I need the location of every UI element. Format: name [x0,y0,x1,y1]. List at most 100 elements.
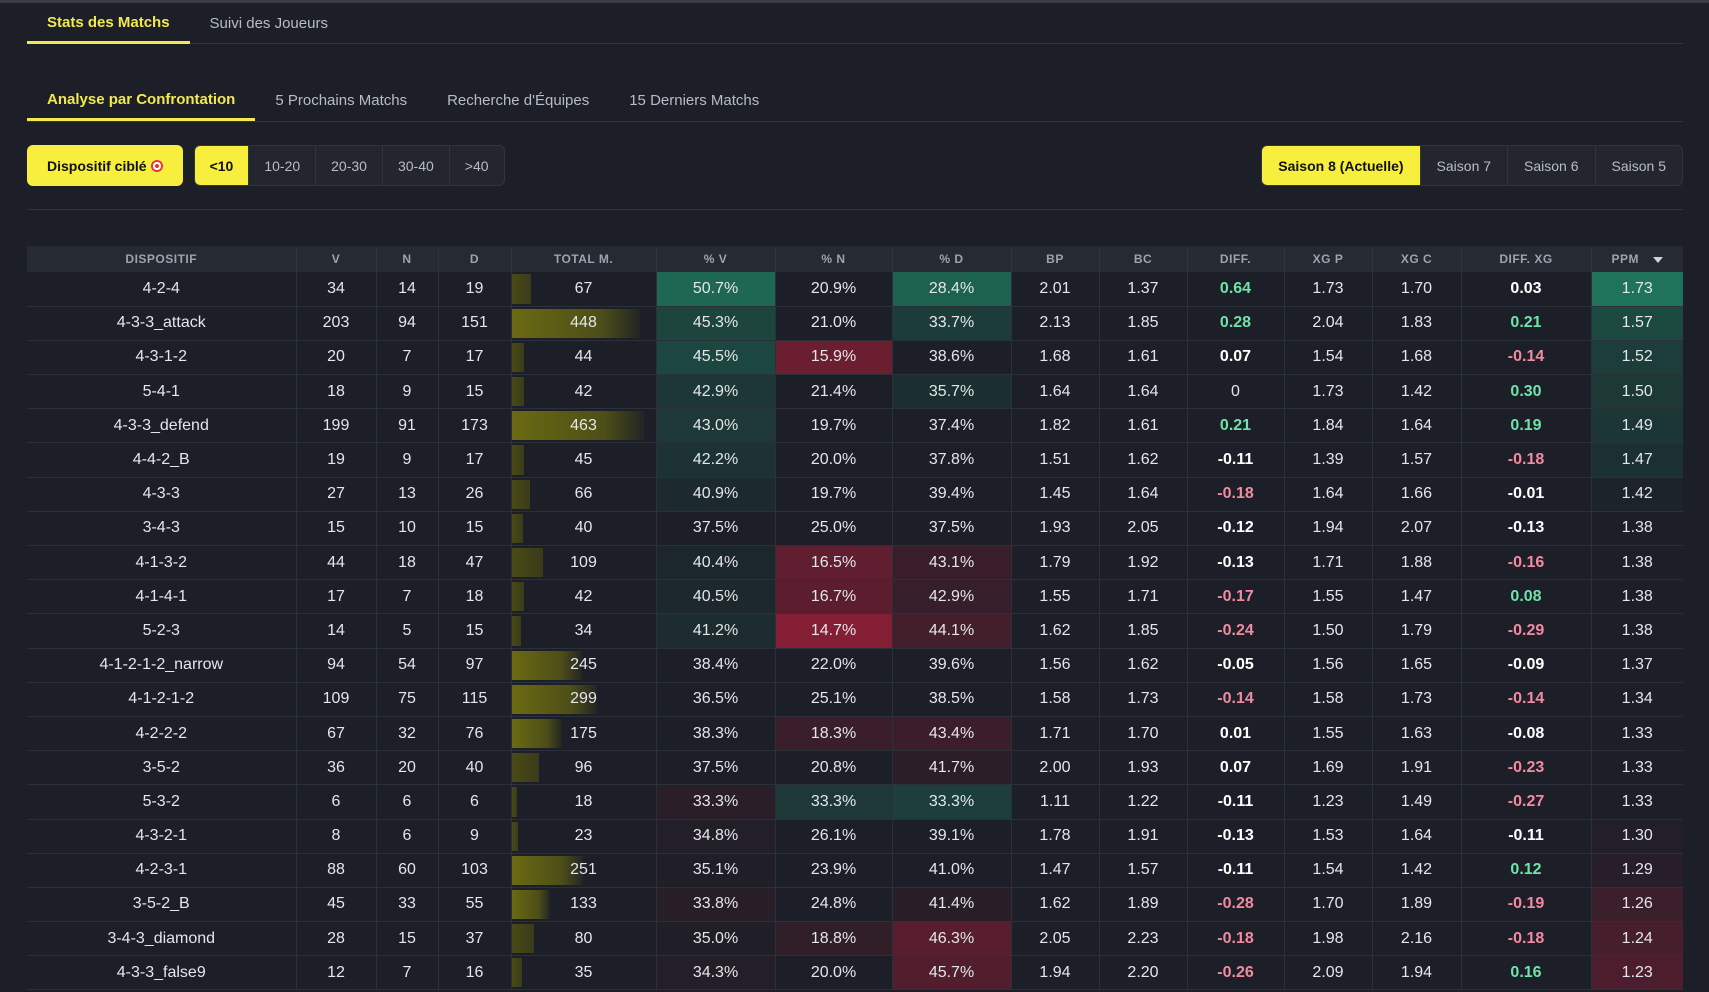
table-row[interactable]: 4-3-3 27 13 26 66 40.9% 19.7% 39.4% 1.45 1.64 -0.1… [27,477,1683,512]
main-tab[interactable]: Suivi des Joueurs [209,15,328,32]
column-header[interactable]: % V [656,246,776,272]
sub-tab[interactable]: Recherche d'Équipes [447,92,590,109]
table-cell: 1.42 [1372,853,1462,888]
table-row[interactable]: 5-4-1 18 9 15 42 42.9% 21.4% 35.7% 1.64 1.64 0 1.73… [27,374,1683,410]
table-cell: 43.4% [892,716,1012,752]
column-header[interactable]: DISPOSITIF [27,246,297,272]
table-cell: -0.24 [1187,613,1285,649]
table-cell: 1.62 [1099,442,1188,478]
table-row[interactable]: 4-3-3_false9 12 7 16 35 34.3% 20.0% 45.7% 1.94 2.… [27,955,1683,991]
table-cell: 23.9% [775,853,893,888]
app-container: Stats des Matchs Suivi des Joueurs Analys… [27,3,1683,991]
table-row[interactable]: 4-2-3-1 88 60 103 251 35.1% 23.9% 41.0% 1.47 1.57… [27,853,1683,888]
table-cell: 35.7% [892,374,1012,410]
table-cell: 33 [376,887,439,923]
table-cell: 1.64 [1372,408,1462,444]
column-header[interactable]: PPM [1591,246,1683,272]
column-header[interactable]: % D [892,246,1012,272]
range-option[interactable]: 20-30 [316,146,383,185]
table-cell: 1.85 [1099,613,1188,649]
table-row[interactable]: 4-1-4-1 17 7 18 42 40.5% 16.7% 42.9% 1.55 1.71 -0.… [27,579,1683,615]
table-cell: 9 [376,374,439,410]
season-option[interactable]: Saison 8 (Actuelle) [1262,146,1421,185]
table-cell: 47 [438,545,512,581]
sub-tab[interactable]: 15 Derniers Matchs [629,92,760,109]
range-option[interactable]: 10-20 [249,146,317,185]
main-tab[interactable]: Stats des Matchs [27,3,190,44]
column-header[interactable]: D [438,246,512,272]
range-option[interactable]: 30-40 [383,146,450,185]
table-cell: 299 [511,682,657,717]
table-cell: 67 [511,272,657,307]
table-row[interactable]: 3-5-2 36 20 40 96 37.5% 20.8% 41.7% 2.00 1.93 0.07… [27,750,1683,786]
table-row[interactable]: 4-3-3_attack 203 94 151 448 45.3% 21.0% 33.7% 2.… [27,306,1683,341]
sub-tab[interactable]: 5 Prochains Matchs [275,92,408,109]
table-cell: 1.64 [1099,374,1188,410]
table-row[interactable]: 4-4-2_B 19 9 17 45 42.2% 20.0% 37.8% 1.51 1.62 -0.… [27,442,1683,478]
table-cell: 24.8% [775,887,893,923]
column-header-label: N [402,252,412,266]
table-row[interactable]: 4-3-1-2 20 7 17 44 45.5% 15.9% 38.6% 1.68 1.61 0.0… [27,340,1683,376]
table-cell: 1.89 [1372,887,1462,923]
table-cell: 80 [511,921,657,957]
table-cell: 1.66 [1372,477,1462,512]
range-option[interactable]: >40 [464,157,489,174]
table-cell: 1.68 [1372,340,1462,376]
table-cell: 1.93 [1011,511,1100,547]
table-cell: 1.52 [1591,340,1683,376]
column-header[interactable]: DIFF. XG [1461,246,1592,272]
total-matches-value: 463 [570,416,597,434]
table-row[interactable]: 4-1-2-1-2 109 75 115 299 36.5% 25.1% 38.5% 1.58 1… [27,682,1683,717]
column-header[interactable]: TOTAL M. [511,246,657,272]
season-option[interactable]: Saison 7 [1421,146,1509,185]
column-header[interactable]: DIFF. [1187,246,1285,272]
sub-tab[interactable]: Analyse par Confrontation [27,80,256,121]
table-row[interactable]: 5-3-2 6 6 6 18 33.3% 33.3% 33.3% 1.11 1.22 -0.11 1.… [27,784,1683,820]
table-row[interactable]: 4-1-3-2 44 18 47 109 40.4% 16.5% 43.1% 1.79 1.92-… [27,545,1683,581]
table-row[interactable]: 4-1-2-1-2_narrow 94 54 97 245 38.4% 22.0% 39.6%… [27,648,1683,683]
table-cell: 42.2% [656,442,776,478]
column-header[interactable]: N [376,246,439,272]
table-header-row: DISPOSITIF V N D TOTAL M. % V % N % D BP BC DIFF. X… [27,246,1683,272]
table-cell: 12 [296,955,377,991]
table-cell: -0.26 [1187,955,1285,991]
season-option[interactable]: Saison 6 [1508,146,1596,185]
total-matches-value: 42 [574,587,593,605]
table-row[interactable]: 3-4-3_diamond 28 15 37 80 35.0% 18.8% 46.3% 2.05… [27,921,1683,957]
table-cell: 22.0% [775,648,893,683]
table-row[interactable]: 3-4-3 15 10 15 40 37.5% 25.0% 37.5% 1.93 2.05 -0.1… [27,511,1683,547]
table-cell: 1.47 [1011,853,1100,888]
season-option[interactable]: Saison 5 [1611,157,1666,174]
table-cell: 33.8% [656,887,776,923]
table-cell: 88 [296,853,377,888]
column-header[interactable]: XG P [1284,246,1373,272]
table-cell: 14 [376,272,439,307]
target-formation-button[interactable]: Dispositif ciblé [27,145,183,186]
table-cell: 2.13 [1011,306,1100,341]
table-cell: 1.71 [1011,716,1100,752]
table-cell: 133 [511,887,657,923]
column-header[interactable]: V [296,246,377,272]
column-header[interactable]: % N [775,246,893,272]
table-cell: 43.1% [892,545,1012,581]
sort-desc-icon[interactable] [1653,256,1663,263]
table-row[interactable]: 3-5-2_B 45 33 55 133 33.8% 24.8% 41.4% 1.62 1.89-… [27,887,1683,923]
table-cell: 1.33 [1591,750,1683,786]
column-header[interactable]: BC [1099,246,1188,272]
table-cell: 3-4-3 [27,511,297,547]
table-cell: 46.3% [892,921,1012,957]
column-header[interactable]: XG C [1372,246,1462,272]
table-row[interactable]: 4-3-2-1 8 6 9 23 34.8% 26.1% 39.1% 1.78 1.91 -0.13… [27,819,1683,854]
table-cell: 1.47 [1591,442,1683,478]
column-header-label: DIFF. XG [1499,252,1553,266]
table-row[interactable]: 4-2-4 34 14 19 67 50.7% 20.9% 28.4% 2.01 1.37 0.64… [27,272,1683,307]
table-cell: -0.23 [1461,750,1592,786]
table-cell: 1.79 [1372,613,1462,649]
range-option[interactable]: <10 [194,146,250,185]
table-cell: 3-5-2 [27,750,297,786]
table-cell: 19 [438,272,512,307]
column-header[interactable]: BP [1011,246,1100,272]
table-row[interactable]: 4-3-3_defend 199 91 173 463 43.0% 19.7% 37.4% 1.… [27,408,1683,444]
table-row[interactable]: 5-2-3 14 5 15 34 41.2% 14.7% 44.1% 1.62 1.85 -0.24… [27,613,1683,649]
table-row[interactable]: 4-2-2-2 67 32 76 175 38.3% 18.3% 43.4% 1.71 1.70 0… [27,716,1683,752]
